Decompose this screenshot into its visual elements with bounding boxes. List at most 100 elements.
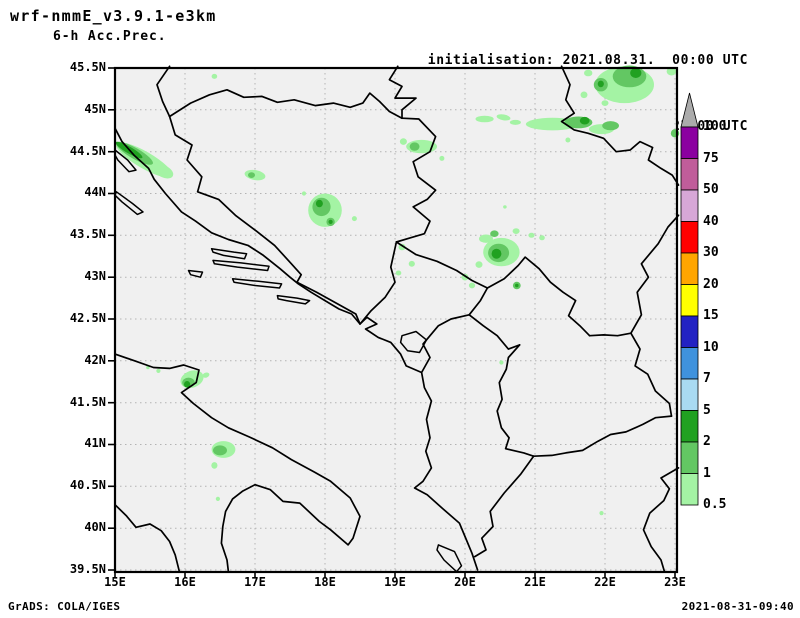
border-me-al (420, 313, 471, 374)
precip-cell (301, 191, 307, 196)
border-mk-bg (630, 332, 673, 417)
colorbar-segment (680, 378, 699, 411)
border-bih-north (168, 88, 403, 120)
colorbar-segment (680, 252, 699, 285)
precip-cell (490, 230, 499, 237)
border-gr-al (473, 455, 535, 558)
border-kos-rs (486, 256, 591, 337)
precip-cell (202, 372, 210, 378)
map-canvas (108, 65, 680, 578)
map-outlines (114, 65, 680, 573)
colorbar-segment (680, 347, 699, 380)
precip-cell (315, 199, 323, 208)
precip-cell (580, 91, 588, 99)
lat-tick-label: 40.5N (69, 478, 106, 493)
precip-cell (539, 235, 545, 241)
precip-cell (312, 197, 331, 217)
lon-tick-label: 17E (244, 575, 266, 589)
border-rs-bg (630, 214, 680, 335)
colorbar-segment (680, 473, 699, 506)
precip-cell (515, 283, 519, 288)
precip-cell (479, 234, 493, 243)
precip-cell (597, 80, 604, 88)
lat-tick-label: 42.5N (69, 310, 106, 325)
lat-tick-label: 41N (84, 436, 106, 451)
precip-cell (528, 232, 535, 238)
lat-tick-label: 39.5N (69, 561, 106, 576)
lon-tick-label: 16E (174, 575, 196, 589)
precip-cell (154, 164, 174, 179)
precip-cell (399, 138, 407, 145)
border-rs-mk (588, 332, 632, 337)
precip-cell (248, 172, 255, 178)
colorbar-segment (680, 284, 699, 317)
colorbar-label: 100 (703, 119, 727, 134)
colorbar (680, 92, 699, 506)
colorbar-label: 10 (703, 339, 719, 355)
colorbar-label: 75 (703, 150, 719, 166)
precip-cell (565, 137, 571, 143)
colorbar-segment (680, 158, 699, 191)
precip-cell (601, 100, 609, 106)
lake-scutari (399, 330, 428, 354)
lon-tick-label: 18E (314, 575, 336, 589)
precip-cell (184, 381, 191, 388)
colorbar-label: 7 (703, 371, 711, 386)
coast-italy-tyrrhenian (114, 503, 181, 573)
precip-cell (395, 270, 402, 276)
map-background (115, 68, 677, 572)
precip-cell (509, 119, 521, 125)
border-bih-west (168, 115, 361, 325)
lat-tick-label: 42N (84, 352, 106, 367)
colorbar-label: 5 (703, 402, 711, 418)
border-bih-rs-drina (395, 117, 437, 243)
colorbar-label: 30 (703, 245, 719, 260)
grads-credit: GrADS: COLA/IGES (8, 600, 121, 613)
island-korcula (231, 278, 283, 289)
precip-cell (468, 282, 476, 289)
lat-tick-label: 43.5N (69, 227, 106, 242)
axis-ticks (108, 67, 676, 578)
precip-cell (512, 228, 520, 235)
precip-cell (503, 205, 507, 209)
border-rs-ro (560, 65, 680, 186)
border-me-kos (468, 287, 489, 316)
colorbar-segment (680, 410, 699, 443)
precip-cell (584, 69, 593, 77)
init-time-label: initialisation: 2021.08.31. 00:00 UTC (427, 53, 748, 68)
map-frame (113, 66, 679, 574)
lat-tick-label: 43N (84, 269, 106, 284)
precip-cell (475, 115, 494, 123)
lat-tick-label: 45.5N (69, 60, 106, 74)
island-brac (210, 247, 248, 260)
lon-tick-label: 15E (104, 575, 126, 589)
colorbar-label: 2 (703, 434, 711, 449)
colorbar-overflow-triangle (680, 92, 699, 128)
lon-tick-label: 23E (664, 575, 686, 589)
precip-cell (599, 511, 604, 516)
creation-timestamp: 2021-08-31-09:40 (681, 600, 794, 613)
colorbar-label: 40 (703, 213, 719, 229)
coast-aegean (642, 467, 680, 573)
coast-east-adriatic (114, 127, 479, 571)
precipitation-layer (115, 65, 680, 516)
precip-cell (328, 219, 333, 224)
colorbar-label: 0.5 (703, 497, 727, 512)
precip-cell (409, 142, 420, 151)
precip-cell (666, 67, 677, 76)
precip-cell (630, 68, 642, 78)
precip-cell (475, 261, 483, 268)
lat-tick-label: 44N (84, 185, 106, 200)
lon-tick-label: 22E (594, 575, 616, 589)
lon-tick-label: 20E (454, 575, 476, 589)
border-hr-si (156, 65, 171, 118)
colorbar-segment (680, 441, 699, 474)
precip-cell (496, 114, 511, 121)
precip-cell (439, 155, 445, 161)
colorbar-label: 50 (703, 182, 719, 197)
lat-tick-label: 40N (84, 520, 106, 535)
colorbar-segment (680, 315, 699, 348)
graticule (115, 68, 677, 572)
precip-cell (213, 445, 227, 456)
